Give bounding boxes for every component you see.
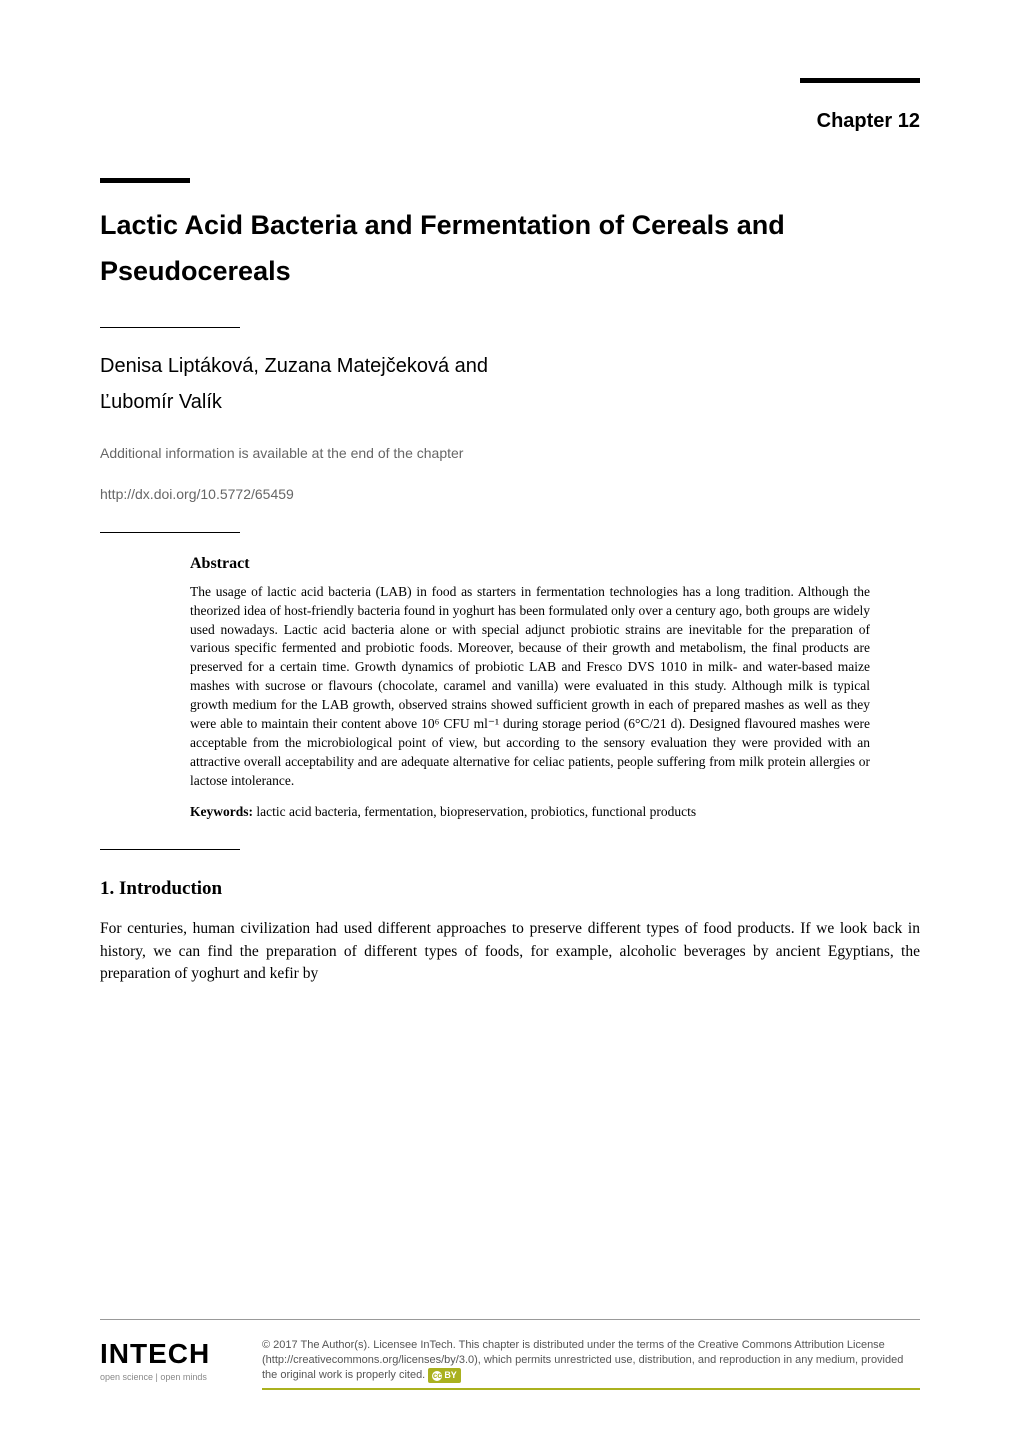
top-corner-rule <box>800 78 920 83</box>
footer-accent-rule <box>262 1388 920 1390</box>
logo-text: INTECH <box>100 1338 240 1370</box>
authors: Denisa Liptáková, Zuzana Matejčeková and… <box>100 348 920 420</box>
abstract-block: Abstract The usage of lactic acid bacter… <box>100 555 920 822</box>
footer: INTECH open science | open minds © 2017 … <box>100 1319 920 1390</box>
footer-rule <box>100 1319 920 1320</box>
cc-by-label: BY <box>444 1370 457 1380</box>
keywords-text: lactic acid bacteria, fermentation, biop… <box>253 804 696 819</box>
chapter-label: Chapter 12 <box>100 110 920 133</box>
author-rule <box>100 327 240 328</box>
keywords-label: Keywords: <box>190 804 253 819</box>
license-body: © 2017 The Author(s). Licensee InTech. T… <box>262 1339 903 1382</box>
section-rule <box>100 849 240 850</box>
authors-line-2: Ľubomír Valík <box>100 384 920 420</box>
publisher-logo: INTECH open science | open minds <box>100 1338 240 1382</box>
title-rule <box>100 178 190 183</box>
doi-link[interactable]: http://dx.doi.org/10.5772/65459 <box>100 486 920 502</box>
authors-line-1: Denisa Liptáková, Zuzana Matejčeková and <box>100 348 920 384</box>
abstract-text: The usage of lactic acid bacteria (LAB) … <box>190 583 870 791</box>
license-text: © 2017 The Author(s). Licensee InTech. T… <box>262 1338 920 1390</box>
section-heading: 1. Introduction <box>100 878 920 900</box>
chapter-title: Lactic Acid Bacteria and Fermentation of… <box>100 203 920 295</box>
logo-tagline: open science | open minds <box>100 1372 240 1382</box>
body-paragraph: For centuries, human civilization had us… <box>100 918 920 985</box>
additional-info: Additional information is available at t… <box>100 445 920 461</box>
cc-badge-icon: ccBY <box>428 1368 461 1383</box>
abstract-heading: Abstract <box>190 555 870 573</box>
abstract-rule <box>100 532 240 533</box>
keywords: Keywords: lactic acid bacteria, fermenta… <box>190 803 870 822</box>
